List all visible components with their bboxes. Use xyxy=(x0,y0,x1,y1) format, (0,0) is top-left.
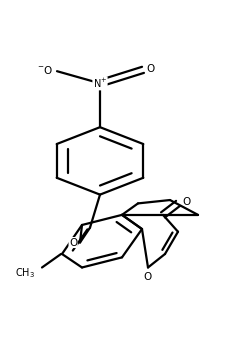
Text: O: O xyxy=(182,197,190,207)
Text: $^{-}$O: $^{-}$O xyxy=(37,64,53,76)
Text: N$^{+}$: N$^{+}$ xyxy=(92,77,107,90)
Text: O: O xyxy=(143,272,151,282)
Text: O: O xyxy=(69,238,77,247)
Text: O: O xyxy=(146,64,154,74)
Text: CH$_3$: CH$_3$ xyxy=(15,266,35,280)
